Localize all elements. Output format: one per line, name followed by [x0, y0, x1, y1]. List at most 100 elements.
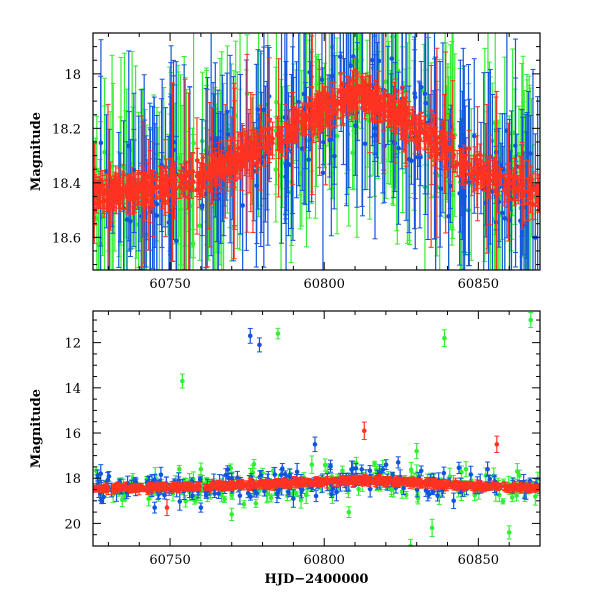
top-panel-marks [93, 33, 540, 270]
data-point [362, 473, 368, 484]
data-point [469, 170, 475, 184]
data-point [496, 487, 502, 503]
y-tick-label: 18.6 [52, 231, 81, 246]
data-point [493, 162, 499, 196]
data-point [223, 468, 229, 483]
data-point [451, 492, 457, 510]
data-point [244, 53, 250, 233]
data-point [486, 483, 492, 491]
data-point [305, 96, 311, 115]
bottom-panel: 60750 60800 60850 12 14 16 18 20 Magnitude HJD−… [29, 310, 541, 587]
data-point [528, 164, 534, 200]
data-point [309, 455, 315, 474]
data-point [253, 498, 259, 508]
data-point [202, 156, 208, 189]
data-point [164, 499, 170, 517]
data-point [403, 490, 409, 499]
data-point [494, 482, 500, 487]
x-tick-label: 60850 [458, 277, 499, 292]
data-point [340, 72, 346, 110]
data-point [114, 177, 120, 205]
data-point [389, 94, 395, 118]
data-point [159, 167, 165, 204]
data-point [481, 72, 487, 270]
data-point [185, 185, 191, 210]
data-point [186, 92, 192, 270]
data-point [327, 477, 333, 483]
data-point [289, 479, 295, 489]
data-point [457, 153, 463, 176]
data-point [159, 481, 165, 491]
data-point [461, 155, 467, 189]
data-point [98, 180, 104, 194]
data-point [406, 100, 412, 126]
data-point [233, 156, 239, 181]
data-point [162, 186, 168, 216]
data-point [261, 480, 267, 486]
data-point [494, 435, 500, 453]
data-point [506, 525, 512, 540]
data-point [176, 483, 182, 494]
data-point [471, 58, 477, 214]
data-point [247, 327, 253, 344]
data-point [125, 179, 131, 215]
data-point [279, 462, 285, 475]
bottom-panel-ticks: 60750 60800 60850 12 14 16 18 20 [64, 311, 541, 568]
data-point [151, 482, 157, 490]
data-point [429, 518, 435, 538]
data-point [423, 126, 429, 145]
data-point [450, 80, 456, 192]
data-point [374, 475, 380, 482]
data-point [437, 130, 443, 144]
bottom-y-axis-title: Magnitude [29, 389, 44, 468]
x-tick-label: 60850 [458, 553, 499, 568]
data-point [463, 461, 469, 478]
data-point [237, 140, 243, 180]
data-point [504, 164, 510, 201]
data-point [307, 479, 313, 486]
data-point [515, 178, 521, 205]
data-point [243, 130, 249, 163]
data-point [303, 478, 309, 484]
top-y-axis-title: Magnitude [29, 112, 44, 191]
data-point [344, 477, 350, 485]
data-point [209, 107, 215, 205]
data-point [196, 484, 202, 492]
y-tick-label: 16 [64, 427, 81, 442]
data-point [344, 76, 350, 106]
data-point [313, 489, 319, 503]
x-tick-label: 60750 [149, 277, 190, 292]
data-point [124, 175, 130, 213]
data-point [417, 477, 423, 486]
data-point [188, 157, 194, 187]
data-point [212, 147, 218, 172]
bottom-panel-marks [93, 312, 540, 546]
data-point [158, 466, 164, 483]
data-point [169, 483, 175, 490]
data-point [282, 470, 288, 478]
data-point [314, 90, 320, 123]
x-tick-label: 60750 [149, 553, 190, 568]
data-point [156, 482, 162, 490]
y-tick-label: 18 [64, 68, 81, 83]
x-tick-label: 60800 [304, 553, 345, 568]
data-point [528, 312, 534, 329]
data-point [410, 476, 416, 486]
data-point [447, 131, 453, 169]
data-point [240, 124, 246, 270]
data-point [485, 461, 491, 477]
data-point [408, 136, 414, 185]
data-point [456, 461, 462, 475]
data-point [228, 483, 234, 490]
data-point [322, 458, 328, 472]
bottom-x-axis-title: HJD−2400000 [265, 572, 369, 587]
data-point [207, 166, 213, 189]
data-point [338, 85, 344, 119]
data-point [215, 112, 221, 270]
data-point [145, 483, 151, 492]
data-point [527, 484, 533, 493]
data-point [143, 181, 149, 202]
data-point [276, 132, 282, 160]
data-point [191, 484, 197, 491]
